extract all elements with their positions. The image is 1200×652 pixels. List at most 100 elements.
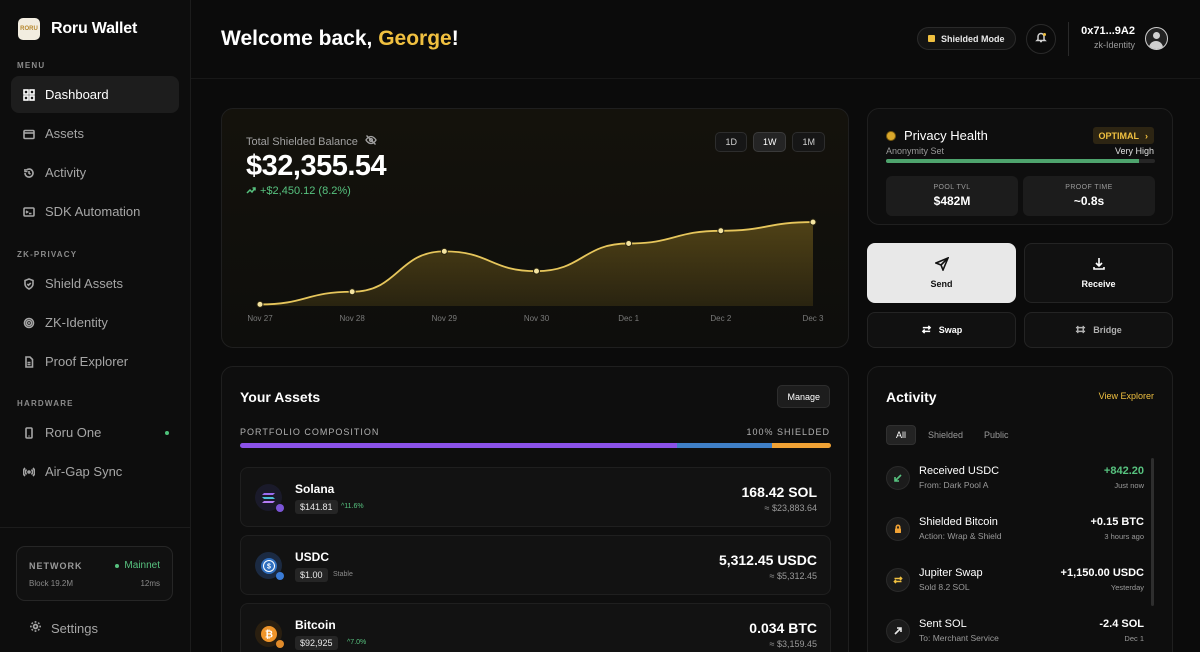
sidebar-item-shield-assets[interactable]: Shield Assets [11, 265, 179, 302]
pool-tvl-label: POOL TVL [933, 184, 971, 191]
asset-row-solana[interactable]: Solana $141.81 ^11.6% 168.42 SOL ≈ $23,8… [240, 467, 831, 527]
chart-point[interactable] [809, 218, 817, 226]
swap-button[interactable]: Swap [867, 312, 1016, 348]
composition-segment-solana [240, 443, 678, 448]
activity-card: Activity View Explorer All Shielded Publ… [867, 366, 1173, 652]
activity-time: Dec 1 [1124, 634, 1144, 643]
bridge-button[interactable]: Bridge [1024, 312, 1173, 348]
sidebar-item-label: Shield Assets [45, 276, 124, 291]
activity-subtitle: Sold 8.2 SOL [919, 582, 970, 592]
sidebar: RORU Roru Wallet MENU Dashboard Assets A… [0, 0, 191, 652]
gear-icon [29, 620, 42, 636]
pool-tvl-value: $482M [933, 194, 971, 208]
arrow-down-left-icon [886, 466, 910, 490]
asset-change-text: 7.0% [350, 639, 367, 646]
sidebar-item-sdk-automation[interactable]: SDK Automation [11, 193, 179, 230]
trend-up-icon [246, 185, 256, 197]
send-label: Send [930, 279, 953, 289]
balance-value: $32,355.54 [246, 150, 387, 182]
wallet-address[interactable]: 0x71...9A2 zk-Identity [1081, 25, 1135, 50]
shield-badge-icon [276, 572, 284, 580]
network-status-card: NETWORK Mainnet Block 19.2M 12ms [16, 546, 173, 601]
sidebar-item-label: Assets [45, 126, 85, 141]
sidebar-item-air-gap-sync[interactable]: Air-Gap Sync [11, 453, 179, 490]
chart-x-tick-label: Dec 2 [710, 314, 731, 323]
notifications-button[interactable] [1026, 24, 1056, 54]
brand[interactable]: RORU Roru Wallet [18, 18, 137, 40]
history-icon [22, 166, 36, 180]
grid-icon [22, 88, 36, 102]
optimal-badge[interactable]: OPTIMAL › [1092, 127, 1154, 144]
notification-dot [1043, 33, 1046, 36]
settings-button[interactable]: Settings [29, 620, 98, 636]
chart-point[interactable] [533, 267, 540, 275]
assets-card: Your Assets Manage PORTFOLIO COMPOSITION… [221, 366, 849, 652]
tab-shielded[interactable]: Shielded [928, 430, 964, 440]
sidebar-item-dashboard[interactable]: Dashboard [11, 76, 179, 113]
sidebar-item-zk-identity[interactable]: ZK-Identity [11, 304, 179, 341]
chart-point[interactable] [256, 300, 264, 308]
sidebar-item-roru-one[interactable]: Roru One [11, 414, 179, 451]
tab-public[interactable]: Public [984, 430, 1009, 440]
lock-icon [886, 517, 910, 541]
sidebar-item-activity[interactable]: Activity [11, 154, 179, 191]
receive-label: Receive [1081, 279, 1116, 289]
sidebar-divider [0, 527, 190, 528]
activity-value: -2.4 SOL [1099, 618, 1144, 630]
send-button[interactable]: Send [867, 243, 1016, 303]
activity-time: 3 hours ago [1104, 532, 1144, 541]
eye-off-icon[interactable] [365, 135, 377, 148]
sidebar-item-proof-explorer[interactable]: Proof Explorer [11, 343, 179, 380]
privacy-health-card: Privacy Health OPTIMAL › Anonymity Set V… [867, 108, 1173, 225]
sidebar-item-assets[interactable]: Assets [11, 115, 179, 152]
chart-point[interactable] [717, 227, 725, 235]
terminal-icon [22, 205, 36, 219]
pool-tvl-stat: POOL TVL $482M [886, 176, 1018, 216]
range-1w-button[interactable]: 1W [752, 132, 787, 152]
proof-time-value: ~0.8s [1073, 194, 1105, 208]
hardware-section-label: HARDWARE [17, 399, 74, 408]
shield-icon [22, 277, 36, 291]
status-online-dot [165, 430, 169, 435]
activity-scrollbar[interactable] [1151, 458, 1154, 606]
chevron-right-icon: › [1145, 130, 1148, 141]
chart-x-tick-label: Dec 1 [618, 314, 639, 323]
asset-row-usdc[interactable]: $ USDC $1.00 Stable 5,312.45 USDC ≈ $5,3… [240, 535, 831, 595]
send-icon [933, 256, 949, 273]
tab-all[interactable]: All [886, 425, 917, 445]
identity-text: zk-Identity [1093, 40, 1135, 50]
asset-price: $92,925 [295, 636, 338, 650]
activity-item-sent-sol[interactable]: Sent SOL To: Merchant Service -2.4 SOL D… [886, 612, 1144, 652]
activity-item-shielded-bitcoin[interactable]: Shielded Bitcoin Action: Wrap & Shield +… [886, 510, 1144, 550]
receive-button[interactable]: Receive [1024, 243, 1173, 303]
anonymity-progress-fill [886, 159, 1139, 163]
chart-point[interactable] [625, 239, 633, 247]
chart-point[interactable] [440, 247, 448, 255]
shielded-mode-toggle[interactable]: Shielded Mode [917, 27, 1016, 50]
view-explorer-link[interactable]: View Explorer [1098, 391, 1154, 401]
asset-amount: 5,312.45 USDC [718, 552, 817, 568]
manage-button[interactable]: Manage [777, 385, 830, 408]
menu-section-label: MENU [17, 61, 46, 70]
svg-text:$: $ [267, 563, 271, 570]
svg-text:₿: ₿ [264, 628, 272, 640]
activity-time: Yesterday [1110, 583, 1144, 592]
bridge-icon [1075, 324, 1086, 337]
chart-point[interactable] [348, 288, 356, 296]
asset-change: ^11.6% [341, 503, 364, 510]
asset-row-bitcoin[interactable]: ₿ Bitcoin $92,925 ^7.0% 0.034 BTC ≈ $3,1… [240, 603, 831, 652]
avatar[interactable] [1145, 27, 1168, 50]
range-1d-button[interactable]: 1D [715, 132, 747, 152]
privacy-coin-icon [886, 130, 896, 141]
device-icon [22, 426, 36, 440]
welcome-heading: Welcome back, George! [221, 27, 459, 51]
activity-value: +842.20 [1103, 465, 1144, 477]
activity-item-jupiter-swap[interactable]: Jupiter Swap Sold 8.2 SOL +1,150.00 USDC… [886, 561, 1144, 601]
address-text: 0x71...9A2 [1081, 25, 1135, 37]
header-divider [1068, 22, 1069, 56]
app-name: Roru Wallet [51, 20, 138, 37]
range-1m-button[interactable]: 1M [792, 132, 825, 152]
activity-title: Activity [886, 389, 937, 405]
status-dot-icon [115, 563, 120, 568]
activity-item-received-usdc[interactable]: Received USDC From: Dark Pool A +842.20 … [886, 459, 1144, 499]
